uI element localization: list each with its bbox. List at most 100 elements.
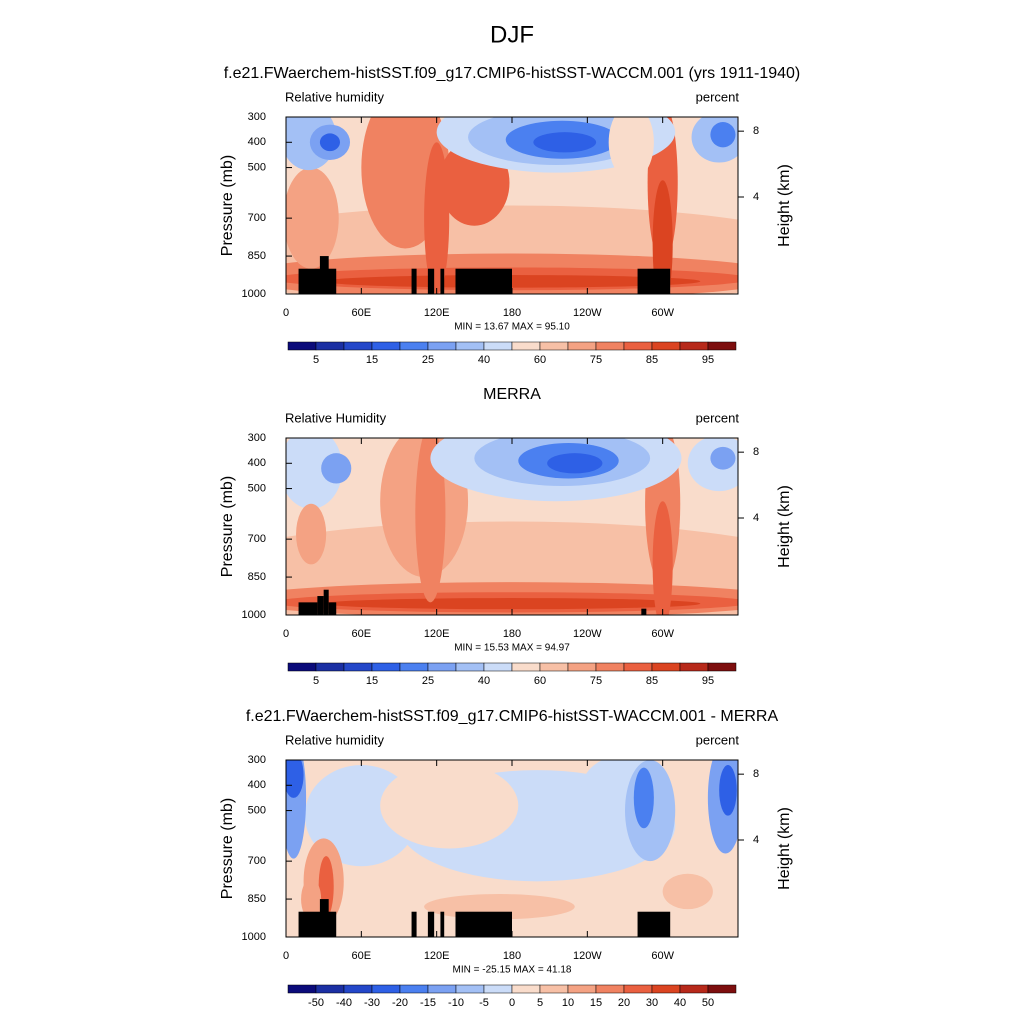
y-tick-label: 300 [248, 111, 266, 123]
x-tick-label: 120W [573, 628, 602, 640]
colorbar-label: -30 [364, 997, 380, 1009]
contour-region [296, 503, 327, 565]
variable-label: Relative Humidity [285, 410, 387, 425]
topography [637, 911, 671, 937]
y2-tick-label: 4 [753, 191, 759, 203]
colorbar-box [595, 662, 625, 672]
topography [411, 268, 417, 294]
contour-region [286, 167, 339, 269]
colorbar-label: -40 [336, 997, 352, 1009]
contour-field [286, 760, 738, 937]
y-tick-label: 500 [248, 482, 266, 494]
colorbar-box [483, 984, 513, 994]
y-tick-label: 400 [248, 136, 266, 148]
colorbar-box [707, 662, 737, 672]
colorbar-label: -50 [308, 997, 324, 1009]
x-tick-label: 0 [283, 307, 289, 319]
contour-region [633, 767, 654, 829]
x-tick-label: 120E [424, 950, 450, 962]
y-tick-label: 400 [248, 779, 266, 791]
colorbar-box [287, 341, 317, 351]
colorbar-box [623, 984, 653, 994]
colorbar-box [539, 662, 569, 672]
x-tick-label: 60E [352, 950, 372, 962]
colorbar-box [399, 341, 429, 351]
contour-region [652, 180, 673, 294]
x-tick-label: 120W [573, 950, 602, 962]
y-tick-label: 300 [248, 432, 266, 444]
contour-field [286, 438, 738, 615]
y-tick-label: 1000 [242, 931, 266, 943]
colorbar-box [511, 984, 541, 994]
y-tick-label: 1000 [242, 288, 266, 300]
contour-region [710, 122, 736, 148]
y2-tick-label: 8 [753, 446, 759, 458]
topography [455, 911, 512, 937]
colorbar-label: 40 [674, 997, 686, 1009]
topography [298, 268, 337, 294]
colorbar-box [399, 662, 429, 672]
y-tick-label: 850 [248, 571, 266, 583]
topography [298, 911, 337, 937]
y-axis-label: Pressure (mb) [219, 476, 236, 577]
contour-region [323, 598, 701, 610]
y-tick-label: 300 [248, 754, 266, 766]
colorbar-label: 30 [646, 997, 658, 1009]
colorbar-label: 95 [702, 675, 714, 687]
colorbar-label: -10 [448, 997, 464, 1009]
colorbar-label: 5 [537, 997, 543, 1009]
y2-axis-label: Height (km) [776, 164, 793, 247]
units-label: percent [696, 732, 740, 747]
topography [427, 268, 435, 294]
topography [641, 608, 647, 615]
y2-tick-label: 8 [753, 125, 759, 137]
colorbar-label: 25 [422, 354, 434, 366]
colorbar-box [679, 662, 709, 672]
y2-tick-label: 8 [753, 768, 759, 780]
y-tick-label: 850 [248, 893, 266, 905]
x-tick-label: 60W [651, 950, 674, 962]
y-tick-label: 500 [248, 161, 266, 173]
colorbar-box [455, 662, 485, 672]
colorbar-box [651, 341, 681, 351]
colorbar-box [427, 984, 457, 994]
colorbar-box [511, 341, 541, 351]
x-tick-label: 60W [651, 628, 674, 640]
y-tick-label: 700 [248, 533, 266, 545]
colorbar-box [483, 662, 513, 672]
colorbar-label: 85 [646, 675, 658, 687]
colorbar-label: -5 [479, 997, 489, 1009]
contour-region [286, 521, 738, 615]
topography [323, 589, 329, 615]
variable-label: Relative humidity [285, 732, 384, 747]
y2-axis-label: Height (km) [776, 485, 793, 568]
panel-title: f.e21.FWaerchem-histSST.f09_g17.CMIP6-hi… [224, 65, 801, 82]
colorbar-box [399, 984, 429, 994]
colorbar-box [539, 984, 569, 994]
topography [298, 602, 318, 615]
y-tick-label: 850 [248, 250, 266, 262]
y2-tick-label: 4 [753, 512, 759, 524]
topography [328, 602, 337, 615]
colorbar-label: 50 [702, 997, 714, 1009]
contour-region [380, 762, 519, 849]
colorbar-label: 40 [478, 675, 490, 687]
colorbar-box [483, 341, 513, 351]
colorbar-box [315, 341, 345, 351]
colorbar-label: 0 [509, 997, 515, 1009]
x-tick-label: 180 [503, 950, 521, 962]
y-tick-label: 700 [248, 212, 266, 224]
colorbar-label: 60 [534, 354, 546, 366]
colorbar-box [343, 984, 373, 994]
colorbar-label: 20 [618, 997, 630, 1009]
colorbar-box [455, 984, 485, 994]
contour-region [321, 453, 352, 484]
colorbar-box [707, 984, 737, 994]
contour-region [710, 446, 736, 470]
min-max: MIN = 15.53 MAX = 94.97 [454, 643, 570, 654]
contour-region [719, 765, 737, 816]
y-tick-label: 500 [248, 804, 266, 816]
variable-label: Relative humidity [285, 89, 384, 104]
colorbar-label: 5 [313, 675, 319, 687]
